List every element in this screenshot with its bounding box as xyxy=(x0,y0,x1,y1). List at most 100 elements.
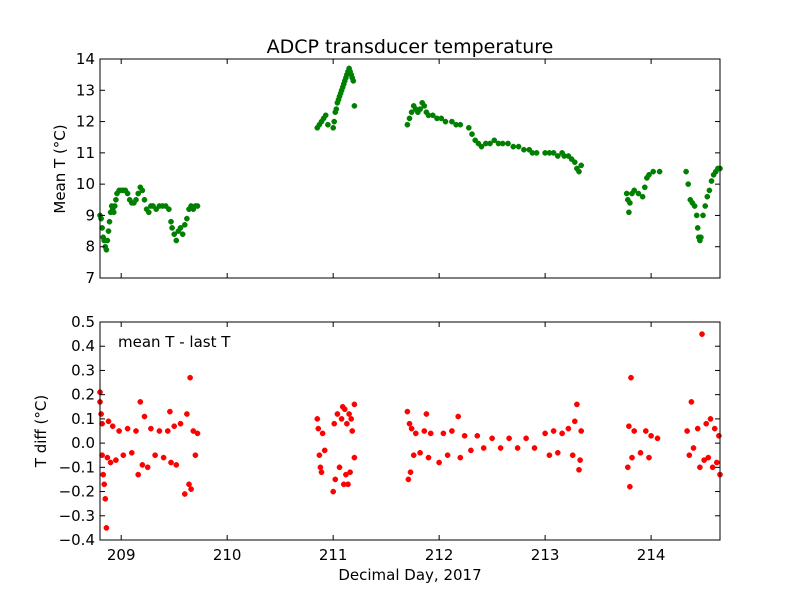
top-data-point xyxy=(571,159,578,166)
top-data-point xyxy=(449,118,455,125)
bottom-data-point xyxy=(192,452,199,459)
bottom-data-point xyxy=(156,428,163,434)
top-data-point xyxy=(641,184,648,191)
bottom-data-point xyxy=(336,464,343,471)
bottom-data-point xyxy=(98,411,104,417)
bottom-data-point xyxy=(648,432,654,439)
bottom-data-point xyxy=(141,413,148,420)
bottom-data-point xyxy=(571,418,578,425)
top-y-tick-label: 13 xyxy=(76,81,95,99)
bottom-series-points xyxy=(97,331,723,531)
bottom-data-point xyxy=(701,457,707,463)
top-data-point xyxy=(631,187,638,194)
bottom-data-point xyxy=(407,469,414,476)
top-y-tick-label: 11 xyxy=(76,144,95,162)
bottom-x-tick-label: 213 xyxy=(531,546,560,564)
bottom-data-point xyxy=(107,459,114,466)
top-data-point xyxy=(113,196,119,203)
bottom-data-point xyxy=(341,406,348,413)
bottom-data-point xyxy=(554,449,561,456)
bottom-data-point xyxy=(461,432,468,439)
top-data-point xyxy=(404,121,411,128)
top-data-point xyxy=(417,106,423,112)
top-data-point xyxy=(322,112,329,119)
bottom-data-point xyxy=(716,432,722,439)
bottom-data-point xyxy=(133,428,139,434)
bottom-data-point xyxy=(316,452,323,459)
bottom-data-point xyxy=(101,481,108,488)
bottom-data-point xyxy=(406,420,413,427)
top-data-point xyxy=(168,218,174,225)
top-data-point xyxy=(469,131,475,137)
bottom-data-point xyxy=(646,454,652,461)
bottom-data-point xyxy=(629,454,635,461)
bottom-data-point xyxy=(444,452,451,459)
bottom-data-point xyxy=(319,430,326,437)
bottom-data-point xyxy=(624,464,631,471)
bottom-data-point xyxy=(514,445,521,451)
bottom-panel: 209 210 211 212 213 214 −0.4 −0.3 −0.2 −0.1 0.0 0.1… xyxy=(32,313,723,584)
top-data-point xyxy=(698,234,704,241)
bottom-data-point xyxy=(124,425,131,432)
bottom-data-point xyxy=(120,452,127,459)
top-data-point xyxy=(646,171,652,178)
top-data-point xyxy=(656,168,663,175)
top-panel: ADCP transducer temperature 7 8 9 10 11 12 13 1… xyxy=(51,36,723,287)
bottom-data-point xyxy=(184,411,190,417)
bottom-data-point xyxy=(577,457,583,463)
top-y-axis-label: Mean T (°C) xyxy=(51,124,69,213)
top-data-point xyxy=(177,225,184,231)
top-data-point xyxy=(499,140,506,147)
bottom-data-point xyxy=(531,445,538,451)
bottom-data-point xyxy=(315,425,322,432)
top-data-point xyxy=(331,118,338,125)
top-data-point xyxy=(685,181,692,187)
bottom-data-point xyxy=(412,430,419,437)
top-data-point xyxy=(145,209,152,216)
bottom-data-point xyxy=(417,449,423,456)
bottom-data-point xyxy=(686,452,693,459)
top-data-point xyxy=(135,190,142,197)
bottom-x-tick-label: 209 xyxy=(107,546,136,564)
bottom-data-point xyxy=(637,449,644,456)
chart-title: ADCP transducer temperature xyxy=(267,36,554,58)
top-data-point xyxy=(708,178,715,184)
top-data-point xyxy=(105,228,112,234)
top-data-point xyxy=(103,246,110,253)
top-data-point xyxy=(110,209,117,216)
bottom-data-point xyxy=(436,459,442,466)
bottom-data-point xyxy=(697,464,703,471)
bottom-data-point xyxy=(480,445,487,451)
bottom-data-point xyxy=(707,416,714,422)
bottom-data-point xyxy=(423,411,430,417)
bottom-data-point xyxy=(626,423,632,430)
bottom-data-point xyxy=(468,447,474,454)
bottom-data-point xyxy=(550,428,557,434)
bottom-data-point xyxy=(331,420,338,427)
top-data-point xyxy=(693,212,700,219)
bottom-data-point xyxy=(408,425,415,432)
top-data-point xyxy=(491,137,498,144)
bottom-data-point xyxy=(173,462,180,468)
top-data-point xyxy=(141,196,148,203)
top-plot-frame xyxy=(99,58,721,279)
top-data-point xyxy=(330,124,337,131)
bottom-data-point xyxy=(455,413,462,420)
top-data-point xyxy=(438,115,445,122)
top-data-point xyxy=(166,206,172,213)
bottom-data-point xyxy=(102,495,109,502)
bottom-data-point xyxy=(427,430,434,437)
bottom-data-point xyxy=(113,457,119,463)
top-data-point xyxy=(694,225,701,231)
bottom-data-point xyxy=(186,481,192,488)
top-data-point xyxy=(554,153,561,159)
top-data-point xyxy=(639,193,646,200)
bottom-y-tick-label: 0.0 xyxy=(71,434,95,452)
top-data-point xyxy=(578,162,585,169)
top-data-point xyxy=(171,231,178,238)
bottom-data-point xyxy=(334,411,341,417)
bottom-data-point xyxy=(457,454,464,461)
bottom-data-point xyxy=(449,428,455,434)
bottom-data-point xyxy=(574,401,580,408)
top-data-point xyxy=(350,78,357,84)
